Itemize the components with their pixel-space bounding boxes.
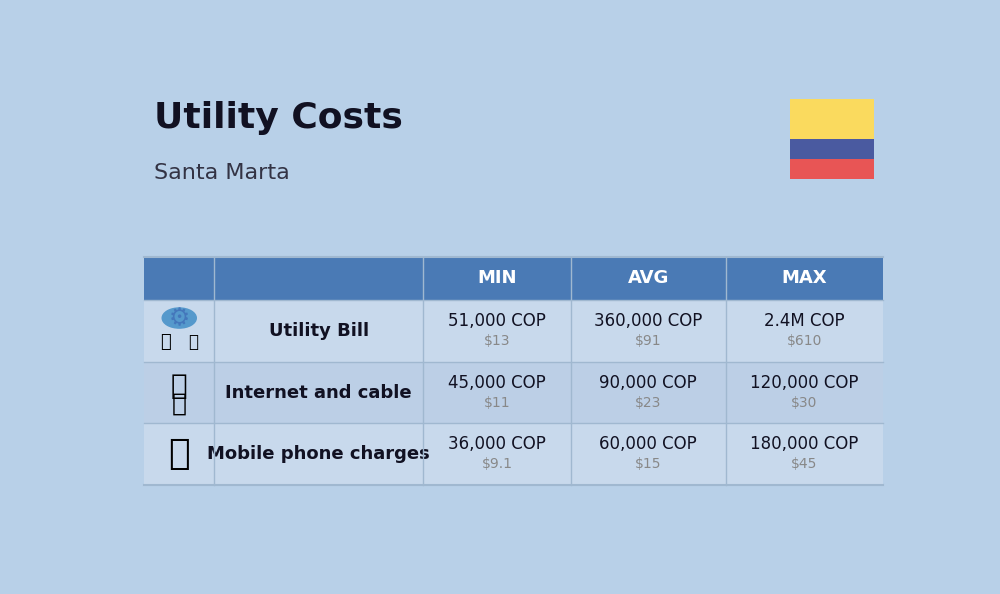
Text: $91: $91 (635, 334, 661, 348)
Text: 45,000 COP: 45,000 COP (448, 374, 546, 391)
Text: $13: $13 (484, 334, 510, 348)
Bar (144, 300, 883, 362)
Text: 60,000 COP: 60,000 COP (599, 435, 697, 453)
Text: Utility Costs: Utility Costs (154, 101, 403, 135)
Text: 51,000 COP: 51,000 COP (448, 312, 546, 330)
Text: $30: $30 (791, 396, 817, 410)
Bar (144, 424, 883, 485)
Bar (790, 99, 874, 139)
Text: MAX: MAX (781, 269, 827, 287)
Text: 2.4M COP: 2.4M COP (764, 312, 845, 330)
Text: AVG: AVG (627, 269, 669, 287)
Text: $45: $45 (791, 457, 817, 472)
Bar (790, 139, 874, 159)
Text: $23: $23 (635, 396, 661, 410)
Text: Santa Marta: Santa Marta (154, 163, 290, 183)
Bar (790, 159, 874, 179)
Text: Utility Bill: Utility Bill (269, 322, 369, 340)
Bar (144, 362, 883, 424)
Text: 120,000 COP: 120,000 COP (750, 374, 859, 391)
Text: $610: $610 (787, 334, 822, 348)
Text: $15: $15 (635, 457, 661, 472)
Text: 🖥: 🖥 (172, 392, 187, 416)
Text: 📶: 📶 (171, 372, 188, 400)
Text: Mobile phone charges: Mobile phone charges (207, 446, 430, 463)
Text: 📱: 📱 (168, 437, 190, 471)
Text: 360,000 COP: 360,000 COP (594, 312, 702, 330)
Text: 90,000 COP: 90,000 COP (599, 374, 697, 391)
Circle shape (162, 308, 196, 328)
Text: 🔌: 🔌 (160, 333, 171, 351)
Text: 180,000 COP: 180,000 COP (750, 435, 858, 453)
Text: Internet and cable: Internet and cable (225, 384, 412, 402)
Text: 36,000 COP: 36,000 COP (448, 435, 546, 453)
Text: $11: $11 (484, 396, 510, 410)
Text: MIN: MIN (477, 269, 517, 287)
Bar (144, 257, 883, 300)
Text: $9.1: $9.1 (482, 457, 512, 472)
Text: ⚙: ⚙ (169, 306, 190, 330)
Text: 🚿: 🚿 (188, 333, 198, 351)
